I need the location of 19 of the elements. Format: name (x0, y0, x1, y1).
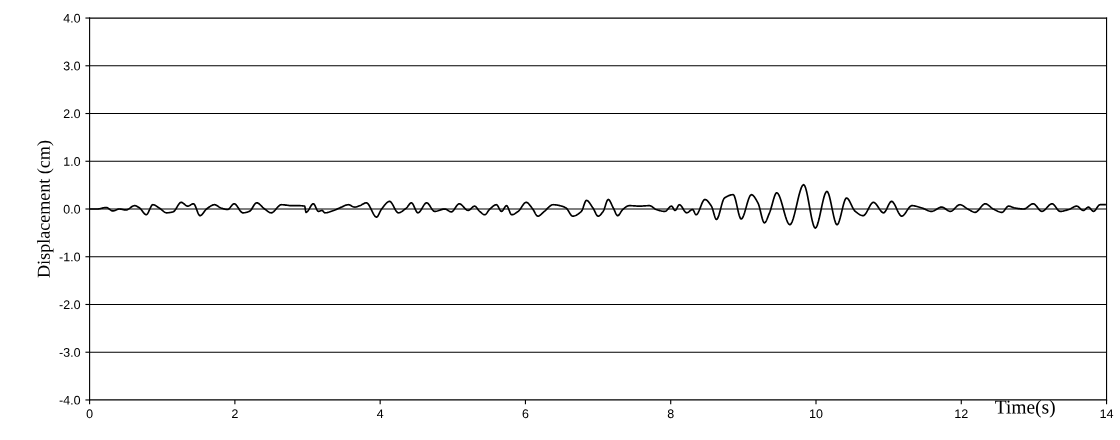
y-tick-label: 1.0 (64, 157, 81, 166)
y-tick-label: -3.0 (59, 348, 81, 357)
y-axis-title: Displacement (cm) (37, 140, 54, 278)
x-tick-label: 14 (1100, 409, 1114, 419)
y-tick-label: -2.0 (59, 300, 81, 310)
x-tick-label: 12 (955, 409, 968, 419)
y-tick-label: -1.0 (59, 252, 81, 262)
x-tick-label: 8 (667, 409, 674, 419)
y-tick-label: 0.0 (63, 204, 81, 214)
y-tick-label: -4.0 (59, 395, 81, 405)
x-tick-label: 0 (86, 409, 93, 419)
x-tick-label: 6 (522, 409, 529, 419)
y-tick-label: 2.0 (63, 109, 81, 119)
x-axis-title: Time(s) (995, 399, 1055, 418)
y-tick-label: 3.0 (63, 61, 81, 71)
x-tick-label: 2 (232, 409, 238, 419)
y-tick-label: 4.0 (63, 13, 81, 23)
x-tick-label: 10 (810, 409, 823, 419)
x-tick-label: 4 (376, 409, 384, 419)
